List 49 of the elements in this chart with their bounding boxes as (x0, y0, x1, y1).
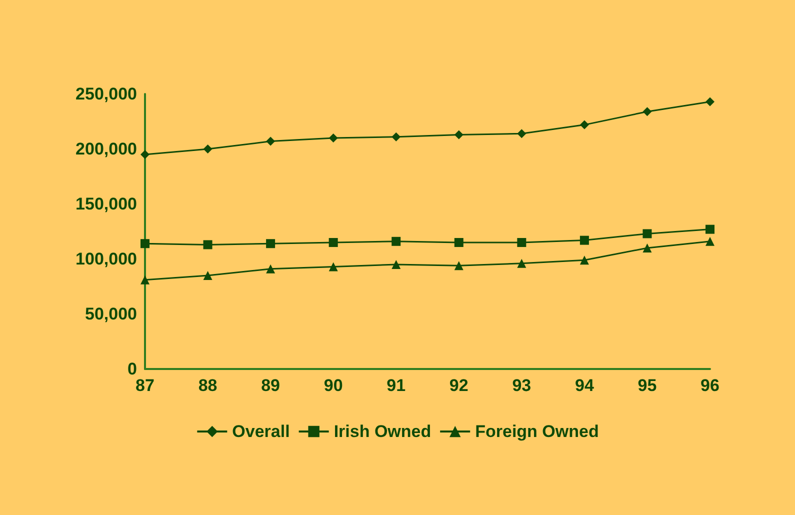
x-tick-label: 89 (261, 376, 280, 395)
x-tick-label: 90 (324, 376, 343, 395)
point (266, 264, 276, 274)
point (328, 134, 338, 142)
point (140, 150, 150, 159)
point (392, 132, 401, 142)
legend-label: Foreign Owned (475, 422, 599, 441)
y-tick-label: 200,000 (76, 140, 137, 158)
point (706, 236, 714, 246)
point (203, 144, 212, 154)
point (203, 271, 212, 280)
point (328, 238, 338, 247)
point (266, 136, 276, 146)
point (392, 260, 401, 269)
point (517, 238, 526, 247)
point (454, 261, 464, 270)
legend-label: Overall (232, 422, 290, 441)
y-tick-label: 0 (128, 360, 137, 378)
point (517, 258, 526, 268)
point (328, 262, 338, 272)
point (706, 224, 714, 234)
x-tick-label: 96 (700, 376, 720, 395)
x-tick-label: 92 (449, 376, 468, 395)
x-tick-label: 91 (386, 376, 406, 395)
x-tick-label: 94 (574, 376, 594, 395)
point (454, 130, 464, 140)
y-tick-label: 250,000 (76, 84, 137, 104)
x-tick-label: 95 (638, 376, 657, 395)
point (517, 129, 526, 138)
point (580, 236, 589, 245)
y-tick-label: 150,000 (76, 194, 137, 214)
point (642, 107, 652, 116)
y-tick-label: 100,000 (76, 250, 137, 268)
point (642, 244, 652, 252)
x-tick-label: 93 (512, 376, 532, 395)
point (140, 239, 150, 248)
point (392, 236, 401, 246)
point (706, 97, 714, 106)
legend-label: Irish Owned (334, 422, 432, 441)
point (580, 120, 589, 130)
point (580, 256, 589, 265)
point (203, 240, 212, 250)
y-tick-label: 50,000 (85, 304, 137, 324)
x-tick-label: 88 (198, 376, 218, 395)
x-tick-label: 87 (136, 376, 154, 395)
point (266, 239, 276, 248)
point (454, 238, 464, 247)
point (642, 229, 652, 238)
point (140, 275, 150, 284)
